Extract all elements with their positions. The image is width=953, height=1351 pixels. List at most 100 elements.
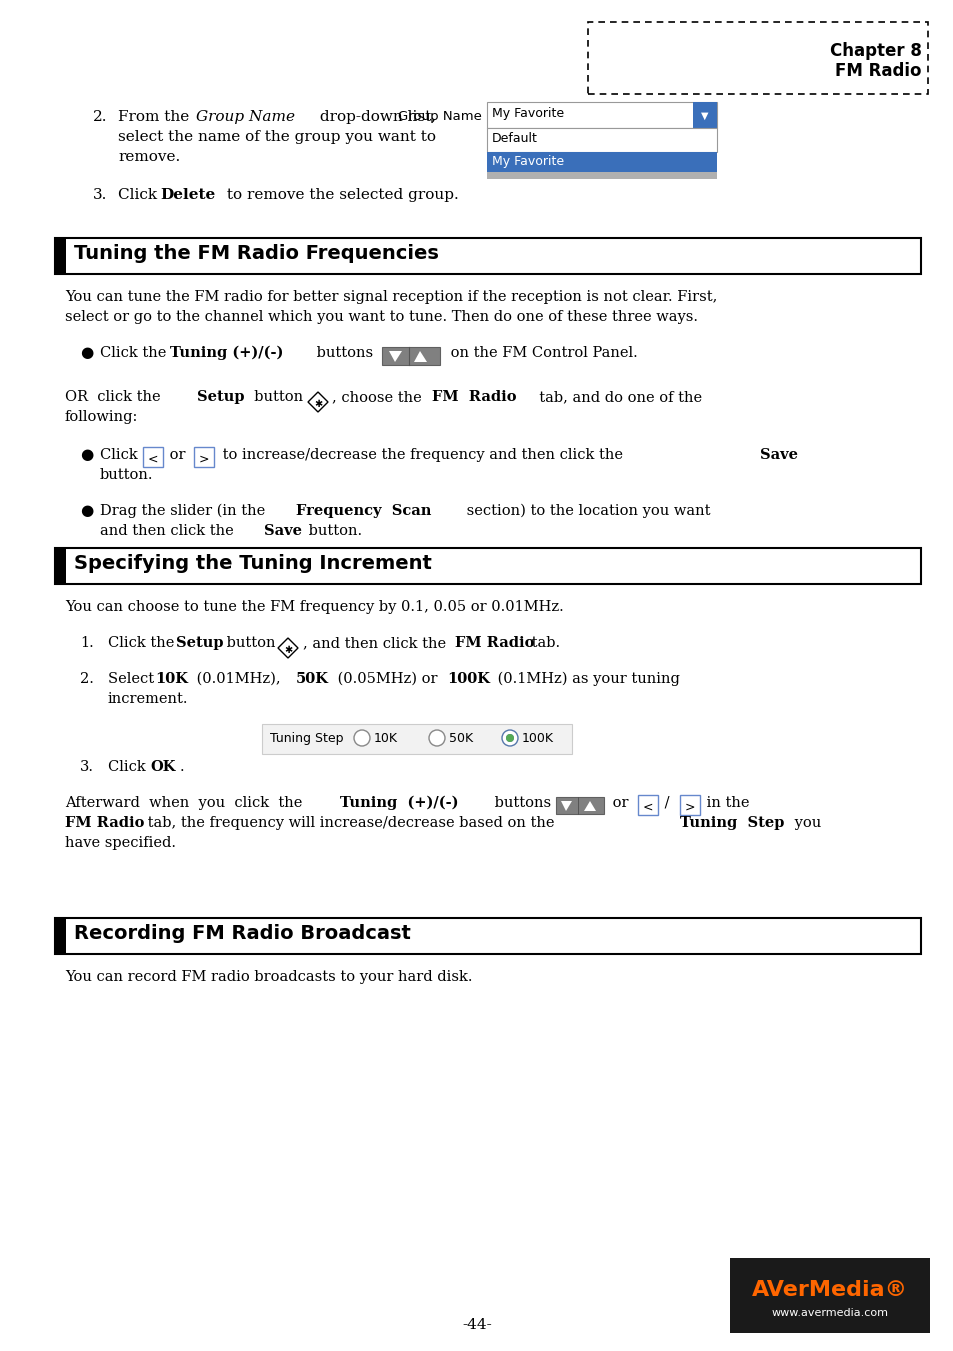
Text: FM Radio: FM Radio — [455, 636, 534, 650]
Text: 1.: 1. — [80, 636, 93, 650]
Bar — [587, 22, 927, 95]
Text: ●: ● — [80, 504, 93, 517]
Text: Save: Save — [760, 449, 797, 462]
Polygon shape — [308, 392, 328, 412]
Text: My Favorite: My Favorite — [492, 155, 563, 168]
Text: Click: Click — [108, 761, 151, 774]
Text: Setup: Setup — [196, 390, 244, 404]
Polygon shape — [277, 638, 297, 658]
Text: button.: button. — [100, 467, 153, 482]
Circle shape — [505, 734, 514, 742]
Bar — [638, 794, 658, 815]
Bar — [729, 1258, 929, 1333]
Text: AVerMedia®: AVerMedia® — [751, 1279, 907, 1300]
Text: 100K: 100K — [447, 671, 489, 686]
Text: 2.: 2. — [80, 671, 93, 686]
Text: or: or — [165, 449, 190, 462]
Bar — [486, 172, 717, 178]
Text: OR  click the: OR click the — [65, 390, 170, 404]
Bar — [55, 549, 66, 584]
Text: button.: button. — [304, 524, 362, 538]
Text: (0.01MHz),: (0.01MHz), — [192, 671, 285, 686]
Text: 10K: 10K — [154, 671, 188, 686]
Text: button: button — [222, 636, 280, 650]
Circle shape — [429, 730, 444, 746]
Text: Tuning (+)/(-): Tuning (+)/(-) — [170, 346, 283, 361]
Bar — [262, 724, 572, 754]
Bar — [679, 794, 700, 815]
Text: Group Name: Group Name — [397, 109, 481, 123]
Bar — [55, 238, 920, 274]
Bar — [55, 917, 920, 954]
Bar — [143, 447, 163, 467]
Text: Tuning  (+)/(-): Tuning (+)/(-) — [339, 796, 458, 811]
Bar — [55, 917, 66, 954]
Text: remove.: remove. — [118, 150, 180, 163]
Text: You can record FM radio broadcasts to your hard disk.: You can record FM radio broadcasts to yo… — [65, 970, 472, 984]
Polygon shape — [389, 351, 401, 362]
Text: Click the: Click the — [108, 636, 179, 650]
Bar — [193, 447, 213, 467]
Text: OK: OK — [150, 761, 175, 774]
Text: select the name of the group you want to: select the name of the group you want to — [118, 130, 436, 145]
Text: Select: Select — [108, 671, 158, 686]
Text: Default: Default — [492, 132, 537, 145]
Text: >: > — [684, 801, 695, 813]
Text: /: / — [659, 796, 674, 811]
Text: tab.: tab. — [526, 636, 559, 650]
Text: following:: following: — [65, 409, 138, 424]
Text: Chapter 8: Chapter 8 — [829, 42, 921, 59]
Text: Tuning  Step: Tuning Step — [679, 816, 783, 830]
Text: Click: Click — [118, 188, 162, 203]
Text: 3.: 3. — [92, 188, 108, 203]
Text: Click: Click — [100, 449, 142, 462]
Text: My Favorite: My Favorite — [492, 107, 563, 120]
Text: Recording FM Radio Broadcast: Recording FM Radio Broadcast — [74, 924, 411, 943]
Text: tab, and do one of the: tab, and do one of the — [530, 390, 701, 404]
Text: .: . — [180, 761, 185, 774]
Text: or: or — [607, 796, 633, 811]
Text: www.avermedia.com: www.avermedia.com — [771, 1308, 887, 1319]
Text: FM Radio: FM Radio — [65, 816, 144, 830]
Text: on the FM Control Panel.: on the FM Control Panel. — [446, 346, 638, 359]
Text: -44-: -44- — [461, 1319, 492, 1332]
Text: <: < — [148, 453, 158, 466]
Bar — [486, 101, 717, 128]
Polygon shape — [308, 392, 328, 412]
Text: increment.: increment. — [108, 692, 189, 707]
Bar — [55, 549, 920, 584]
Text: buttons: buttons — [490, 796, 556, 811]
Text: , choose the: , choose the — [332, 390, 426, 404]
Text: >: > — [198, 453, 209, 466]
Text: drop-down list,: drop-down list, — [314, 109, 436, 124]
Text: Tuning Step: Tuning Step — [270, 732, 343, 744]
Text: tab, the frequency will increase/decrease based on the: tab, the frequency will increase/decreas… — [143, 816, 558, 830]
Text: select or go to the channel which you want to tune. Then do one of these three w: select or go to the channel which you wa… — [65, 309, 698, 324]
Text: 3.: 3. — [80, 761, 94, 774]
Text: section) to the location you want: section) to the location you want — [461, 504, 710, 519]
Text: Save: Save — [264, 524, 302, 538]
Text: buttons: buttons — [312, 346, 377, 359]
Polygon shape — [414, 351, 427, 362]
Text: You can choose to tune the FM frequency by 0.1, 0.05 or 0.01MHz.: You can choose to tune the FM frequency … — [65, 600, 563, 613]
Text: You can tune the FM radio for better signal reception if the reception is not cl: You can tune the FM radio for better sig… — [65, 290, 717, 304]
Text: Delete: Delete — [160, 188, 215, 203]
Text: to remove the selected group.: to remove the selected group. — [222, 188, 458, 203]
Bar — [486, 128, 717, 153]
Text: Drag the slider (in the: Drag the slider (in the — [100, 504, 270, 519]
Text: Afterward  when  you  click  the: Afterward when you click the — [65, 796, 307, 811]
Text: FM Radio: FM Radio — [835, 62, 921, 80]
Text: FM  Radio: FM Radio — [432, 390, 516, 404]
Text: button: button — [245, 390, 308, 404]
Bar — [55, 238, 66, 274]
Text: Frequency  Scan: Frequency Scan — [295, 504, 431, 517]
Bar — [381, 347, 439, 365]
Text: From the: From the — [118, 109, 193, 124]
Text: Group Name: Group Name — [195, 109, 294, 124]
Text: , and then click the: , and then click the — [303, 636, 450, 650]
Text: 50K: 50K — [449, 732, 473, 744]
Circle shape — [354, 730, 370, 746]
Text: ●: ● — [80, 346, 93, 359]
Text: ●: ● — [80, 449, 93, 462]
Text: Click the: Click the — [100, 346, 171, 359]
